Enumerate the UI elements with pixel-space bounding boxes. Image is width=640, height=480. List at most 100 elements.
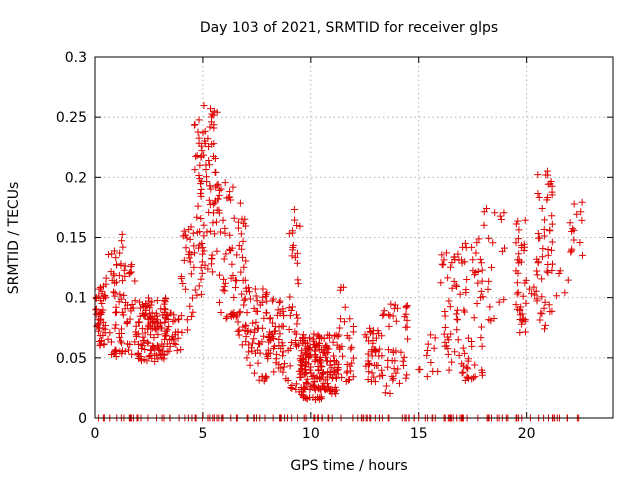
data-point — [512, 301, 520, 309]
data-point — [264, 333, 272, 341]
data-point — [240, 263, 248, 271]
data-point — [297, 366, 305, 374]
data-point — [205, 143, 213, 151]
data-point — [348, 359, 356, 367]
data-point — [186, 258, 194, 266]
data-point — [462, 244, 470, 252]
data-point — [568, 245, 576, 253]
data-point — [110, 272, 118, 280]
data-point — [535, 194, 543, 202]
data-point — [191, 286, 199, 294]
data-point — [207, 185, 215, 193]
data-point — [404, 335, 412, 343]
data-point — [317, 393, 325, 401]
data-point — [300, 385, 308, 393]
data-point — [230, 214, 238, 222]
data-point — [209, 268, 217, 276]
data-point — [189, 229, 197, 237]
data-point — [227, 274, 235, 282]
data-point — [273, 350, 281, 358]
data-point — [197, 142, 205, 150]
data-point — [128, 350, 136, 358]
data-point — [278, 322, 286, 330]
data-point — [269, 319, 277, 327]
data-point — [162, 295, 170, 303]
data-point — [453, 326, 461, 334]
data-point — [463, 373, 471, 381]
data-point — [303, 395, 311, 403]
data-point — [298, 362, 306, 370]
data-point — [400, 353, 408, 361]
data-point — [477, 323, 485, 331]
data-point — [215, 191, 223, 199]
data-point — [209, 209, 217, 217]
data-point — [445, 366, 453, 374]
data-point — [259, 293, 267, 301]
data-point — [178, 329, 186, 337]
data-point — [275, 342, 283, 350]
data-point — [193, 291, 201, 299]
y-tick-label: 0.3 — [65, 50, 87, 66]
data-point — [186, 302, 194, 310]
data-point — [242, 222, 250, 230]
data-point — [187, 251, 195, 259]
data-point — [541, 216, 549, 224]
data-point — [200, 101, 208, 109]
data-point — [235, 331, 243, 339]
data-point — [322, 376, 330, 384]
data-point — [285, 326, 293, 334]
data-point — [153, 296, 161, 304]
data-point — [111, 324, 119, 332]
data-point — [221, 224, 229, 232]
data-point — [392, 317, 400, 325]
data-point — [112, 321, 120, 329]
data-point — [564, 276, 572, 284]
data-point — [461, 349, 469, 357]
data-point — [269, 295, 277, 303]
data-point — [311, 347, 319, 355]
data-point — [334, 332, 342, 340]
data-point — [369, 339, 377, 347]
data-point — [180, 227, 188, 235]
data-point — [206, 182, 214, 190]
data-point — [192, 153, 200, 161]
data-point — [548, 307, 556, 315]
data-point — [318, 363, 326, 371]
data-point — [276, 330, 284, 338]
data-point — [146, 309, 154, 317]
data-point — [216, 271, 224, 279]
data-point — [195, 172, 203, 180]
data-point — [384, 346, 392, 354]
data-point — [579, 251, 587, 259]
data-point — [302, 378, 310, 386]
data-point — [297, 352, 305, 360]
data-point — [190, 263, 198, 271]
data-point — [274, 306, 282, 314]
data-point — [299, 334, 307, 342]
data-point — [366, 324, 374, 332]
data-point — [131, 338, 139, 346]
data-point — [262, 309, 270, 317]
data-point — [112, 303, 120, 311]
data-point — [400, 361, 408, 369]
data-point — [302, 360, 310, 368]
data-point — [527, 290, 535, 298]
data-point — [385, 322, 393, 330]
data-point — [214, 195, 222, 203]
data-point — [294, 276, 302, 284]
data-point — [200, 247, 208, 255]
data-point — [312, 396, 320, 404]
data-point — [544, 180, 552, 188]
data-point — [540, 304, 548, 312]
data-point — [423, 351, 431, 359]
data-point — [167, 309, 175, 317]
data-point — [160, 335, 168, 343]
data-point — [96, 284, 104, 292]
data-point — [117, 337, 125, 345]
data-point — [220, 275, 228, 283]
data-point — [288, 252, 296, 260]
data-point — [197, 190, 205, 198]
data-point — [548, 246, 556, 254]
data-point — [126, 269, 134, 277]
data-point — [163, 340, 171, 348]
